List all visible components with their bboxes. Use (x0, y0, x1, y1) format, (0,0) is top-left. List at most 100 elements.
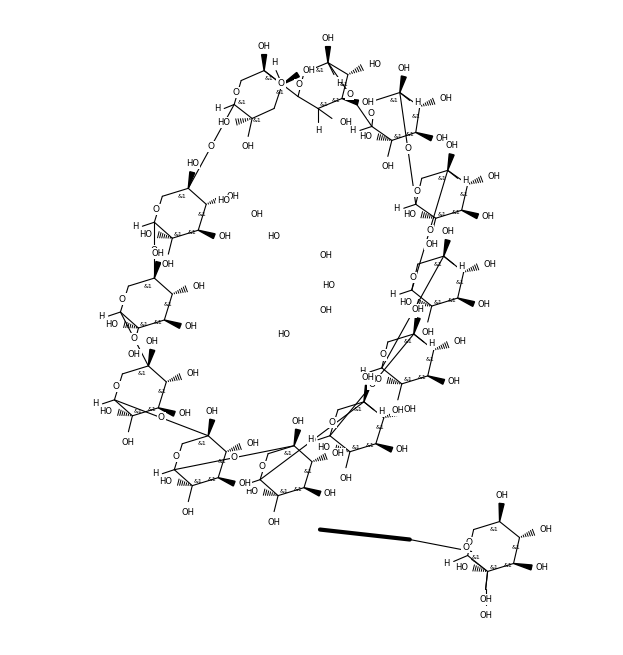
Text: OH: OH (479, 611, 492, 620)
Text: HO: HO (368, 60, 381, 69)
Polygon shape (458, 298, 475, 307)
Polygon shape (148, 349, 155, 366)
Text: OH: OH (397, 64, 411, 73)
Text: O: O (278, 79, 285, 88)
Text: OH: OH (238, 479, 251, 488)
Text: OH: OH (361, 373, 374, 382)
Text: HO: HO (217, 118, 230, 127)
Text: &1: &1 (144, 284, 153, 289)
Text: &1: &1 (276, 90, 285, 95)
Text: H: H (92, 400, 98, 408)
Text: &1: &1 (188, 230, 197, 234)
Text: H: H (378, 407, 384, 417)
Text: HO: HO (105, 320, 118, 329)
Text: O: O (413, 187, 421, 196)
Text: O: O (153, 205, 160, 214)
Text: &1: &1 (376, 425, 384, 430)
Text: OH: OH (324, 489, 337, 498)
Text: &1: &1 (489, 565, 498, 570)
Text: O: O (173, 452, 180, 461)
Text: &1: &1 (437, 176, 446, 181)
Polygon shape (304, 487, 321, 496)
Text: &1: &1 (411, 114, 420, 119)
Text: H: H (458, 261, 464, 271)
Text: O: O (119, 295, 126, 303)
Text: &1: &1 (178, 194, 187, 199)
Text: OH: OH (320, 251, 333, 259)
Text: H: H (444, 559, 450, 568)
Text: HO: HO (399, 297, 412, 307)
Polygon shape (444, 240, 450, 256)
Text: HO: HO (402, 210, 416, 219)
Text: &1: &1 (316, 68, 325, 73)
Text: &1: &1 (303, 469, 312, 474)
Text: HO: HO (100, 407, 112, 417)
Text: OH: OH (292, 417, 305, 426)
Text: &1: &1 (404, 339, 412, 345)
Text: &1: &1 (283, 451, 292, 457)
Text: H: H (359, 367, 366, 377)
Text: &1: &1 (138, 371, 147, 377)
Text: OH: OH (257, 42, 270, 50)
Polygon shape (376, 443, 392, 452)
Text: &1: &1 (459, 192, 468, 196)
Text: OH: OH (421, 328, 434, 337)
Text: O: O (131, 335, 138, 343)
Text: OH: OH (495, 491, 508, 500)
Text: HO: HO (186, 159, 199, 168)
Text: O: O (259, 462, 265, 471)
Text: &1: &1 (134, 409, 143, 415)
Text: &1: &1 (503, 563, 512, 568)
Polygon shape (342, 98, 358, 105)
Text: HO: HO (245, 487, 258, 496)
Text: OH: OH (162, 260, 175, 269)
Text: OH: OH (184, 322, 197, 331)
Polygon shape (513, 563, 532, 570)
Text: H: H (315, 126, 321, 136)
Text: HO: HO (277, 331, 290, 339)
Text: &1: &1 (238, 100, 247, 105)
Text: OH: OH (482, 212, 495, 221)
Text: &1: &1 (293, 487, 302, 492)
Text: &1: &1 (426, 358, 434, 362)
Text: &1: &1 (471, 555, 480, 560)
Text: HO: HO (359, 132, 372, 141)
Text: H: H (152, 469, 158, 478)
Text: OH: OH (128, 350, 141, 359)
Text: &1: &1 (489, 527, 498, 532)
Text: OH: OH (536, 563, 548, 572)
Text: OH: OH (246, 440, 259, 448)
Polygon shape (428, 376, 445, 384)
Text: &1: &1 (351, 445, 360, 450)
Text: &1: &1 (198, 212, 207, 217)
Text: O: O (113, 383, 120, 392)
Text: &1: &1 (208, 477, 217, 482)
Text: H: H (389, 290, 396, 299)
Polygon shape (218, 477, 235, 486)
Text: H: H (132, 222, 138, 231)
Text: &1: &1 (140, 322, 149, 326)
Text: H: H (98, 312, 105, 320)
Text: O: O (409, 308, 416, 316)
Text: &1: &1 (198, 441, 207, 446)
Text: &1: &1 (511, 545, 520, 550)
Text: &1: &1 (331, 98, 340, 103)
Text: H: H (428, 339, 434, 348)
Text: &1: &1 (389, 98, 398, 103)
Text: OH: OH (178, 409, 191, 419)
Polygon shape (158, 408, 175, 416)
Text: O: O (151, 246, 158, 255)
Text: &1: &1 (320, 102, 328, 107)
Text: H: H (336, 79, 342, 88)
Text: &1: &1 (434, 299, 442, 305)
Polygon shape (198, 230, 215, 238)
Polygon shape (416, 132, 432, 141)
Text: OH: OH (391, 406, 404, 415)
Text: H: H (462, 176, 468, 185)
Text: OH: OH (193, 282, 205, 291)
Text: O: O (409, 272, 416, 282)
Text: &1: &1 (437, 212, 446, 217)
Text: HO: HO (317, 443, 330, 452)
Text: O: O (232, 88, 239, 97)
Polygon shape (400, 76, 406, 92)
